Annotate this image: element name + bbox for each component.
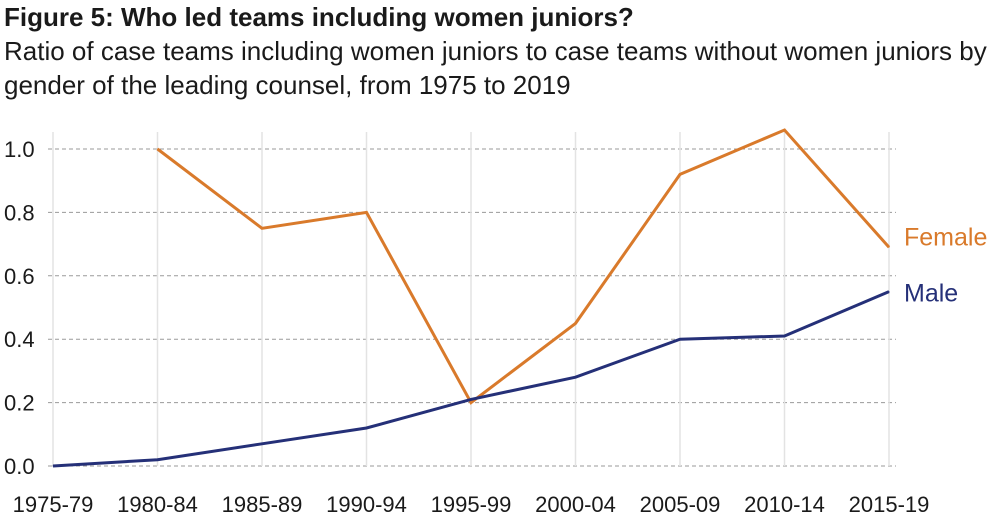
x-tick-label: 2015-19 [849,492,930,517]
x-tick-label: 2000-04 [535,492,616,517]
x-tick-label: 1995-99 [431,492,512,517]
data-point-male [784,335,785,337]
data-point-male [575,376,576,378]
gridlines [48,148,896,467]
data-point-female [261,227,263,229]
data-point-male [261,443,263,445]
y-tick-label: 0.6 [4,264,35,289]
data-point-female [784,129,785,131]
legend-label-male: Male [904,280,958,308]
data-point-male [366,427,367,429]
y-tick-label: 0.4 [4,327,35,352]
vertical-gridlines [52,132,890,466]
x-tick-label: 1985-89 [222,492,303,517]
series-lines [52,128,891,468]
x-tick-label: 1980-84 [117,492,198,517]
x-axis-ticks: 1975-79 1980-84 1985-89 1990-94 1995-99 2000-… [13,492,930,517]
x-tick-label: 1975-79 [13,492,94,517]
y-tick-label: 0.2 [4,391,35,416]
data-point-male [470,398,472,400]
chart-subtitle: Ratio of case teams including women juni… [4,36,987,100]
x-tick-label: 2005-09 [640,492,721,517]
y-tick-label: 0.0 [4,454,35,479]
data-point-female [366,211,367,213]
data-point-female [575,322,576,324]
data-point-female [888,246,890,248]
data-point-male [679,338,681,340]
y-tick-label: 0.8 [4,200,35,225]
x-tick-label: 2010-14 [744,492,825,517]
data-point-female [470,402,472,404]
chart-title: Figure 5: Who led teams including women … [4,2,634,32]
x-tick-label: 1990-94 [326,492,407,517]
legend: Female Male [904,223,987,307]
data-point-male [888,291,890,293]
data-point-male [157,459,158,461]
series-line-female [156,128,891,405]
data-point-male [52,465,54,467]
y-tick-label: 1.0 [4,137,35,162]
y-axis-ticks: 0.0 0.2 0.4 0.6 0.8 1.0 [4,137,35,479]
data-point-female [679,173,681,175]
data-point-female [157,148,158,150]
legend-label-female: Female [904,223,987,251]
